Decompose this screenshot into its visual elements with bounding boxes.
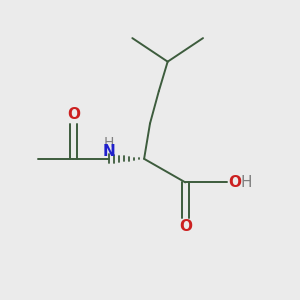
Text: O: O xyxy=(228,175,241,190)
Text: O: O xyxy=(179,219,192,234)
Text: H: H xyxy=(103,136,114,150)
Text: H: H xyxy=(241,175,252,190)
Text: O: O xyxy=(67,107,80,122)
Text: N: N xyxy=(102,144,115,159)
